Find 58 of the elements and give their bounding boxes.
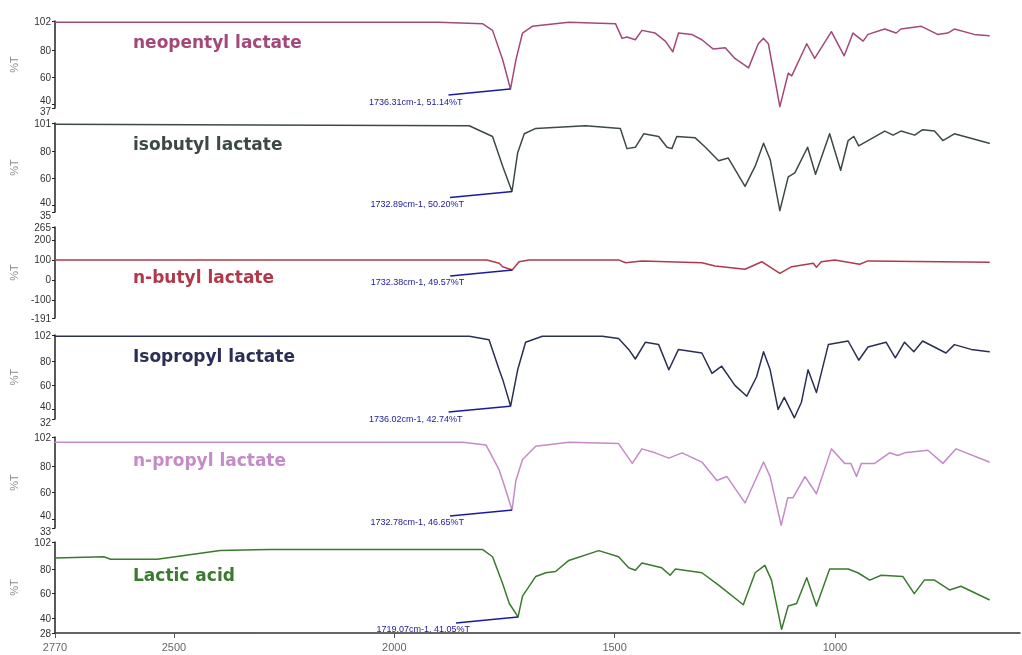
y-tick-label: 80 bbox=[39, 460, 52, 472]
y-tick-label: 60 bbox=[39, 172, 52, 184]
x-tick-label: 2500 bbox=[161, 640, 187, 653]
y-axis-title: %T bbox=[7, 263, 20, 281]
y-tick-label: 28 bbox=[39, 627, 52, 639]
x-tick-label: 2000 bbox=[382, 640, 407, 653]
y-axis-title: %T bbox=[7, 158, 20, 176]
annotation: 1719.07cm-1, 41.05%T bbox=[376, 624, 471, 635]
annotation: 1732.38cm-1, 49.57%T bbox=[370, 277, 465, 288]
y-tick-label: 35 bbox=[39, 209, 52, 221]
y-tick-label: 40 bbox=[39, 400, 52, 412]
y-tick-label: -191 bbox=[30, 312, 52, 324]
annotation: 1736.31cm-1, 51.14%T bbox=[368, 96, 463, 107]
y-tick-label: -100 bbox=[30, 294, 52, 306]
y-tick-label: 265 bbox=[34, 221, 52, 233]
annotation: 1736.02cm-1, 42.74%T bbox=[369, 413, 464, 424]
series-label: Isopropyl lactate bbox=[133, 345, 295, 366]
y-tick-label: 40 bbox=[39, 196, 52, 208]
x-tick-label: 1500 bbox=[602, 640, 627, 653]
y-tick-label: 40 bbox=[39, 612, 52, 624]
line-series bbox=[54, 21, 990, 108]
y-axis-title: %T bbox=[7, 368, 20, 386]
line-series bbox=[54, 548, 990, 631]
x-tick-label: 1000 bbox=[822, 640, 848, 653]
y-tick-label: 100 bbox=[34, 254, 52, 266]
x-tick-label: 2770 bbox=[42, 640, 68, 653]
y-axis-title: %T bbox=[7, 473, 20, 491]
y-tick-label: 102 bbox=[34, 536, 52, 548]
annotation: 1732.89cm-1, 50.20%T bbox=[370, 199, 465, 209]
y-axis-title: %T bbox=[7, 55, 20, 73]
y-tick-label: 60 bbox=[39, 486, 52, 498]
line-series bbox=[54, 123, 990, 212]
y-tick-label: 102 bbox=[34, 15, 52, 27]
y-tick-label: 101 bbox=[34, 117, 52, 129]
series-label: isobutyl lactate bbox=[133, 133, 283, 154]
y-tick-label: 40 bbox=[39, 510, 52, 522]
series-label: n-propyl lactate bbox=[133, 449, 287, 470]
y-tick-label: 102 bbox=[34, 329, 52, 341]
y-tick-label: 32 bbox=[39, 416, 52, 428]
series-label: neopentyl lactate bbox=[133, 31, 302, 52]
series-label: Lactic acid bbox=[133, 565, 235, 586]
y-tick-label: 80 bbox=[39, 44, 52, 56]
y-tick-label: 80 bbox=[39, 355, 52, 367]
y-tick-label: 60 bbox=[39, 71, 52, 83]
y-tick-label: 60 bbox=[39, 588, 52, 600]
line-series bbox=[54, 441, 990, 527]
y-tick-label: 80 bbox=[39, 563, 52, 575]
y-tick-label: 200 bbox=[34, 234, 52, 246]
y-tick-label: 40 bbox=[39, 95, 52, 107]
y-tick-label: 80 bbox=[39, 145, 52, 157]
annotation: 1732.78cm-1, 46.65%T bbox=[370, 517, 465, 528]
y-tick-label: 0 bbox=[45, 274, 52, 286]
y-tick-label: 102 bbox=[34, 431, 52, 443]
y-tick-label: 60 bbox=[39, 379, 52, 391]
y-tick-label: 37 bbox=[39, 105, 52, 117]
series-label: n-butyl lactate bbox=[133, 267, 275, 288]
y-tick-label: 33 bbox=[39, 525, 52, 537]
y-axis-title: %T bbox=[7, 578, 20, 596]
